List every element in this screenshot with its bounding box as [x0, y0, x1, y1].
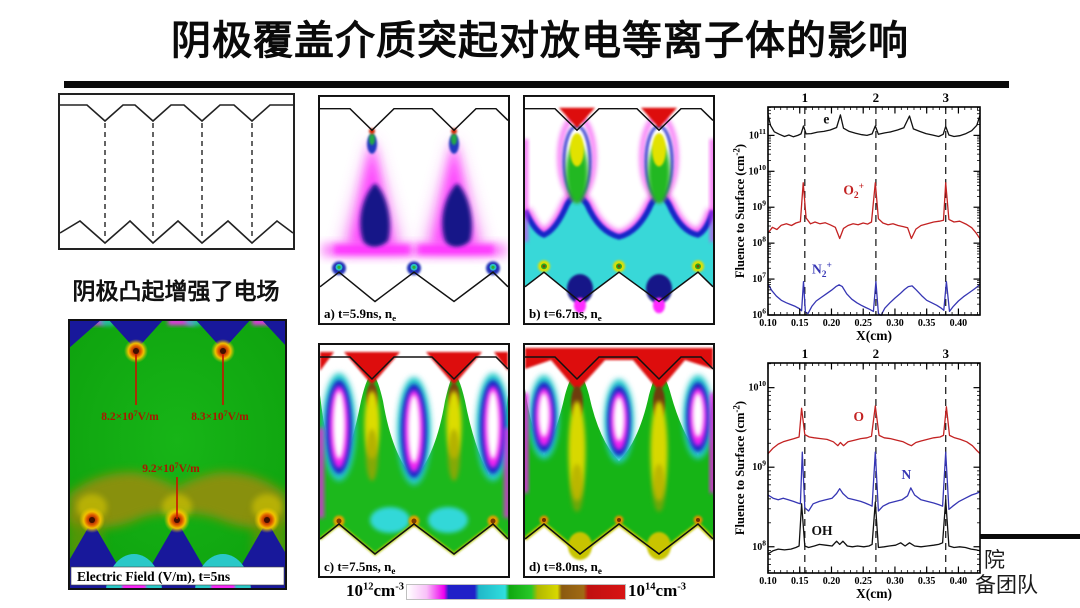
marker-label-2: 2 [873, 346, 880, 361]
density-plot-d: d) t=8.0ns, ne [523, 343, 715, 578]
svg-text:108: 108 [752, 235, 766, 250]
svg-text:0.15: 0.15 [791, 576, 809, 587]
watermark-text-2: 备团队 [975, 573, 1038, 597]
svg-text:109: 109 [752, 199, 766, 214]
svg-text:107: 107 [752, 271, 766, 286]
svg-text:0.20: 0.20 [823, 318, 841, 329]
electric-field-plot: 8.2×107V/m 8.3×107V/m 9.2×107V/m Electri… [68, 319, 287, 590]
y-axis-label: Fluence to Surface (cm-2) [733, 144, 747, 278]
series-label-N: N [901, 467, 911, 482]
series-label-N: N2+ [812, 261, 832, 280]
series-N2+ [767, 280, 981, 317]
series-label-e: e [823, 112, 829, 127]
plot-d-label: d) t=8.0ns, ne [529, 559, 602, 576]
svg-text:109: 109 [752, 459, 766, 474]
geometry-schematic [58, 93, 295, 250]
cathode-outline [524, 523, 714, 555]
schematic-frame [58, 93, 295, 250]
title-underline [64, 81, 1009, 88]
marker-label-1: 1 [802, 90, 809, 105]
svg-text:1010: 1010 [749, 163, 767, 178]
series-O [767, 405, 981, 455]
electrode-outline [525, 356, 714, 381]
svg-text:0.30: 0.30 [886, 576, 904, 587]
plot-b-label: b) t=6.7ns, ne [529, 307, 602, 323]
marker-label-2: 2 [873, 90, 880, 105]
svg-text:0.35: 0.35 [918, 318, 936, 329]
colorbar-gradient [406, 584, 626, 600]
svg-text:0.15: 0.15 [791, 318, 809, 329]
svg-text:0.35: 0.35 [918, 576, 936, 587]
watermark-text-1: 院 [984, 548, 1005, 572]
series-OH [767, 499, 981, 555]
svg-text:0.40: 0.40 [950, 576, 968, 587]
series-e [767, 114, 981, 138]
dielectric-protrusion-outline [60, 104, 293, 123]
efield-label: Electric Field (V/m), t=5ns [77, 569, 230, 584]
svg-text:0.10: 0.10 [759, 576, 777, 587]
colorbar-min-label: 1012cm-3 [345, 581, 404, 600]
efield-label-bar [70, 566, 285, 586]
svg-text:0.30: 0.30 [886, 318, 904, 329]
series-O2+ [767, 182, 981, 240]
alignment-dashed-lines [104, 123, 253, 240]
chart-neutral-species-fluence: 1 2 3 O N OH 0.10 0.15 0.20 0.25 0.30 0.35 0.40 108 10… [733, 346, 981, 601]
svg-text:0.40: 0.40 [950, 318, 968, 329]
marker-label-1: 1 [802, 346, 809, 361]
watermark-rule [980, 534, 1080, 539]
series-label-OH: OH [811, 523, 833, 538]
marker-label-3: 3 [942, 90, 949, 105]
density-plot-b: b) t=6.7ns, ne [523, 95, 715, 325]
efield-annotation-2: 8.3×107V/m [191, 409, 249, 423]
svg-text:0.10: 0.10 [759, 318, 777, 329]
density-plot-a: a) t=5.9ns, ne [318, 95, 510, 325]
neutral-fluence-chart: 1 2 3 O N OH 0.10 0.15 0.20 0.25 0.30 0.35 0.40 108 10… [733, 346, 981, 601]
svg-text:0.20: 0.20 [823, 576, 841, 587]
svg-text:106: 106 [752, 307, 766, 322]
efield-annotation-1: 8.2×107V/m [101, 409, 159, 423]
density-art-c [318, 352, 510, 556]
chart-charged-species-fluence: 1 2 3 e O2+ N2+ 0.10 0.15 0.20 0.25 0.30 0.35 0.40 10… [733, 90, 981, 343]
series-N [767, 451, 981, 512]
page-title: 阴极覆盖介质突起对放电等离子体的影响 [171, 18, 909, 63]
efield-annotation-3: 9.2×107V/m [142, 461, 200, 475]
y-axis-label: Fluence to Surface (cm-2) [733, 401, 747, 535]
efield-art [68, 319, 287, 590]
plot-a-label: a) t=5.9ns, ne [324, 307, 396, 323]
cathode-outline [319, 523, 509, 555]
cathode-sawtooth-outline [59, 219, 294, 245]
efield-caption: 阴极凸起增强了电场 [72, 279, 280, 304]
series-label-O: O2+ [843, 182, 864, 201]
electrode-outline [525, 107, 714, 132]
svg-text:1011: 1011 [749, 127, 766, 142]
colorbar-max-label: 1014cm-3 [628, 581, 687, 600]
x-axis-label: X(cm) [856, 328, 892, 343]
plot-c-label: c) t=7.5ns, ne [324, 559, 395, 576]
svg-text:0.25: 0.25 [854, 318, 872, 329]
x-axis-label: X(cm) [856, 586, 892, 601]
density-art-d [523, 348, 715, 560]
density-art-a [322, 128, 506, 276]
cathode-outline [524, 271, 714, 303]
electrode-outline [320, 107, 509, 132]
svg-text:0.25: 0.25 [854, 576, 872, 587]
marker-label-3: 3 [942, 346, 949, 361]
cathode-outline [319, 271, 509, 303]
density-plot-c: c) t=7.5ns, ne [318, 343, 510, 578]
series-label-O: O [854, 409, 865, 424]
svg-text:1010: 1010 [749, 379, 767, 394]
svg-text:108: 108 [752, 538, 766, 553]
ion-fluence-chart: 1 2 3 e O2+ N2+ 0.10 0.15 0.20 0.25 0.30 0.35 0.40 10… [733, 90, 981, 343]
electrode-outline [320, 356, 509, 381]
